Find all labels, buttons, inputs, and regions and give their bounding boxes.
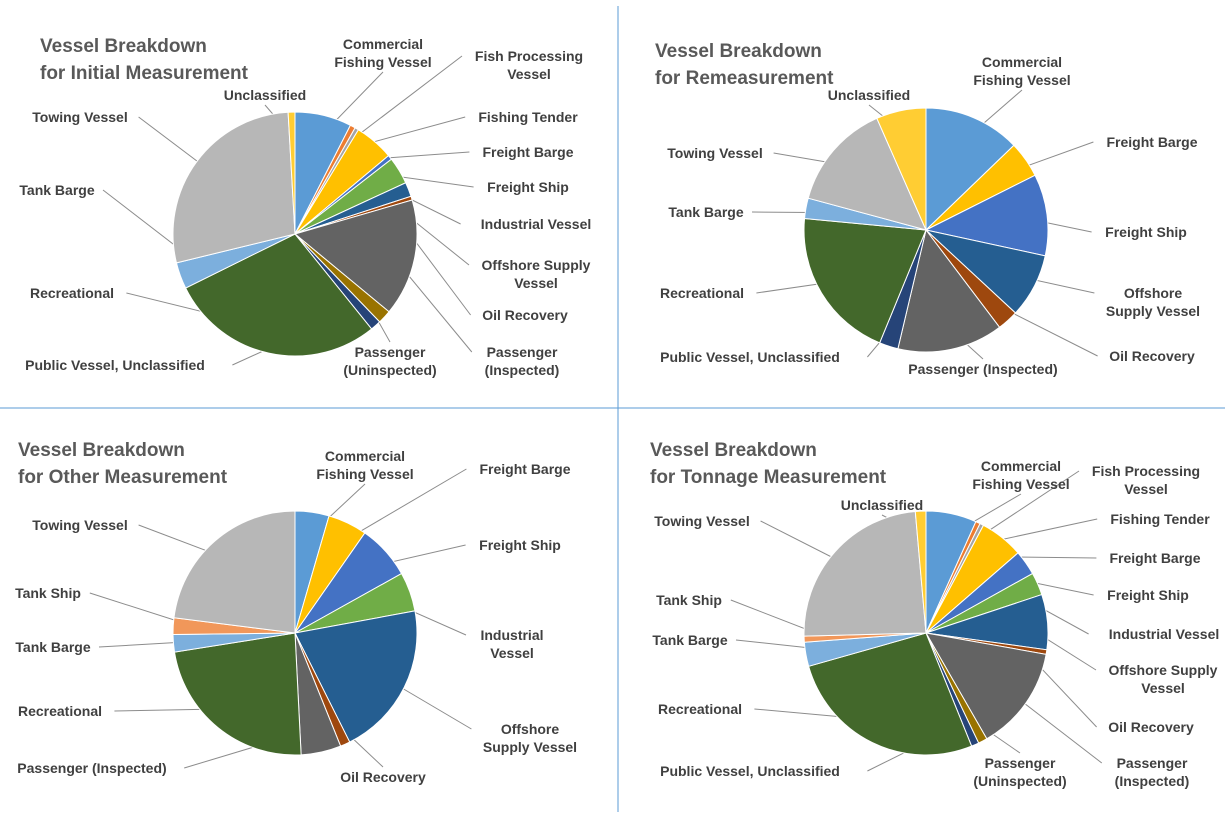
slice-label-offshore-supply-vessel: Offshore Supply Vessel: [1106, 285, 1200, 319]
slice-label-fish-processing-vessel: Fish Processing Vessel: [475, 48, 583, 82]
slice-recreational: [808, 632, 973, 756]
slice-label-unclassified: Unclassified: [224, 87, 306, 103]
slice-unclassified: [287, 111, 296, 235]
slice-label-recreational: Recreational: [658, 701, 742, 717]
slice-label-public-vessel-unclassified: Public Vessel, Unclassified: [660, 763, 840, 779]
slice-label-fishing-tender: Fishing Tender: [478, 109, 578, 125]
slice-unclassified: [876, 107, 927, 231]
slice-label-passenger-inspected: Passenger (Inspected): [908, 361, 1057, 377]
chart-title: Vessel Breakdown for Initial Measurement: [40, 36, 249, 84]
slice-label-public-vessel-unclassified: Public Vessel, Unclassified: [25, 357, 205, 373]
slice-label-freight-ship: Freight Ship: [1107, 587, 1189, 603]
slice-label-passenger-uninspected: Passenger (Uninspected): [343, 344, 436, 378]
slice-label-freight-barge: Freight Barge: [482, 144, 573, 160]
slice-label-recreational: Recreational: [660, 285, 744, 301]
slice-recreational: [184, 233, 373, 357]
slice-unclassified: [914, 510, 927, 634]
slices: [172, 510, 418, 756]
slice-label-tank-barge: Tank Barge: [19, 182, 94, 198]
slice-offshore-supply-vessel: [294, 610, 418, 743]
slice-label-recreational: Recreational: [18, 703, 102, 719]
pie-chart-1: Vessel Breakdown for Initial MeasurementC…: [19, 36, 591, 378]
slice-label-tank-ship: Tank Ship: [15, 585, 81, 601]
slice-passenger-inspected: [925, 632, 1047, 740]
slice-label-freight-ship: Freight Ship: [487, 179, 569, 195]
slice-label-freight-barge: Freight Barge: [1106, 134, 1197, 150]
slice-label-towing-vessel: Towing Vessel: [654, 513, 749, 529]
slice-label-commercial-fishing-vessel: Commercial Fishing Vessel: [316, 448, 413, 482]
slice-label-commercial-fishing-vessel: Commercial Fishing Vessel: [972, 458, 1069, 492]
slice-label-industrial-vessel: Industrial Vessel: [1109, 626, 1220, 642]
slice-label-tank-barge: Tank Barge: [652, 632, 727, 648]
slice-label-recreational: Recreational: [30, 285, 114, 301]
slice-label-passenger-inspected: Passenger (Inspected): [1115, 755, 1190, 789]
slices: [803, 107, 1049, 353]
slice-label-freight-barge: Freight Barge: [479, 461, 570, 477]
slice-label-oil-recovery: Oil Recovery: [340, 769, 426, 785]
slice-label-oil-recovery: Oil Recovery: [482, 307, 568, 323]
chart-title: Vessel Breakdown for Other Measurement: [18, 440, 228, 488]
slice-commercial-fishing-vessel: [925, 107, 1015, 232]
slice-label-freight-ship: Freight Ship: [479, 537, 561, 553]
slice-label-towing-vessel: Towing Vessel: [32, 517, 127, 533]
slice-towing-vessel: [803, 510, 927, 637]
slice-freight-ship: [924, 174, 1049, 257]
slice-recreational: [803, 217, 927, 344]
slice-label-freight-barge: Freight Barge: [1109, 550, 1200, 566]
slice-label-oil-recovery: Oil Recovery: [1109, 348, 1195, 364]
pie-chart-3: Vessel Breakdown for Other MeasurementCom…: [15, 440, 577, 785]
slice-label-freight-ship: Freight Ship: [1105, 224, 1187, 240]
slice-label-passenger-uninspected: Passenger (Uninspected): [973, 755, 1066, 789]
slice-label-industrial-vessel: Industrial Vessel: [481, 216, 592, 232]
chart-title: Vessel Breakdown for Remeasurement: [655, 41, 834, 89]
slice-label-towing-vessel: Towing Vessel: [667, 145, 762, 161]
slice-label-public-vessel-unclassified: Public Vessel, Unclassified: [660, 349, 840, 365]
slice-label-oil-recovery: Oil Recovery: [1108, 719, 1194, 735]
slice-passenger-inspected: [897, 228, 1001, 353]
slice-label-tank-barge: Tank Barge: [15, 639, 90, 655]
slice-label-passenger-inspected: Passenger (Inspected): [485, 344, 560, 378]
slice-label-offshore-supply-vessel: Offshore Supply Vessel: [483, 721, 577, 755]
slice-towing-vessel: [173, 510, 296, 634]
slices: [172, 111, 418, 357]
slice-label-offshore-supply-vessel: Offshore Supply Vessel: [482, 257, 591, 291]
slice-label-unclassified: Unclassified: [841, 497, 923, 513]
slices: [803, 510, 1049, 756]
slice-label-commercial-fishing-vessel: Commercial Fishing Vessel: [334, 36, 431, 70]
slice-label-fish-processing-vessel: Fish Processing Vessel: [1092, 463, 1200, 497]
slice-label-passenger-inspected: Passenger (Inspected): [17, 760, 166, 776]
slice-passenger-inspected: [293, 199, 418, 313]
slice-label-unclassified: Unclassified: [828, 87, 910, 103]
pie-chart-4: Vessel Breakdown for Tonnage MeasurementC…: [650, 440, 1219, 789]
chart-title: Vessel Breakdown for Tonnage Measurement: [650, 440, 887, 488]
slice-label-towing-vessel: Towing Vessel: [32, 109, 127, 125]
slice-label-commercial-fishing-vessel: Commercial Fishing Vessel: [973, 54, 1070, 88]
chart-panels: Vessel Breakdown for Initial MeasurementC…: [15, 36, 1219, 789]
slice-recreational: [173, 632, 302, 756]
slice-label-offshore-supply-vessel: Offshore Supply Vessel: [1109, 662, 1218, 696]
slice-label-tank-barge: Tank Barge: [668, 204, 743, 220]
slice-towing-vessel: [172, 111, 296, 264]
pie-chart-2: Vessel Breakdown for RemeasurementCommerc…: [655, 41, 1200, 377]
slice-towing-vessel: [807, 117, 927, 231]
slice-label-fishing-tender: Fishing Tender: [1110, 511, 1210, 527]
slice-label-industrial-vessel: Industrial Vessel: [480, 627, 543, 661]
slice-label-tank-ship: Tank Ship: [656, 592, 722, 608]
